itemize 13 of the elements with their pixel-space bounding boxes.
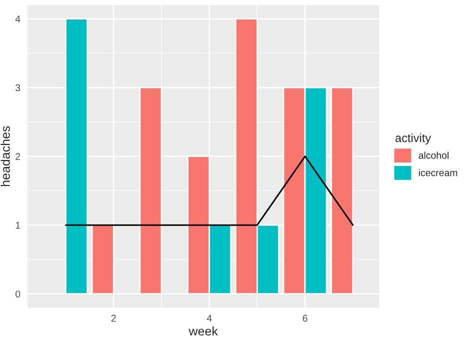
legend-label: icecream [418, 169, 458, 176]
y-axis-title: headaches [0, 126, 10, 186]
legend-label: alcohol [418, 152, 448, 159]
y-tick-label: 0 [16, 290, 20, 298]
x-tick-label: 6 [302, 314, 308, 322]
y-tick-label: 4 [15, 16, 20, 22]
legend-title: activity [395, 133, 432, 144]
y-tick-label: 1 [16, 222, 20, 229]
x-tick-label: 4 [206, 314, 212, 322]
x-tick-label: 2 [111, 314, 116, 322]
y-tick-label: 2 [16, 153, 20, 160]
y-tick-label: 3 [16, 84, 20, 92]
x-axis-title: week [188, 326, 218, 336]
